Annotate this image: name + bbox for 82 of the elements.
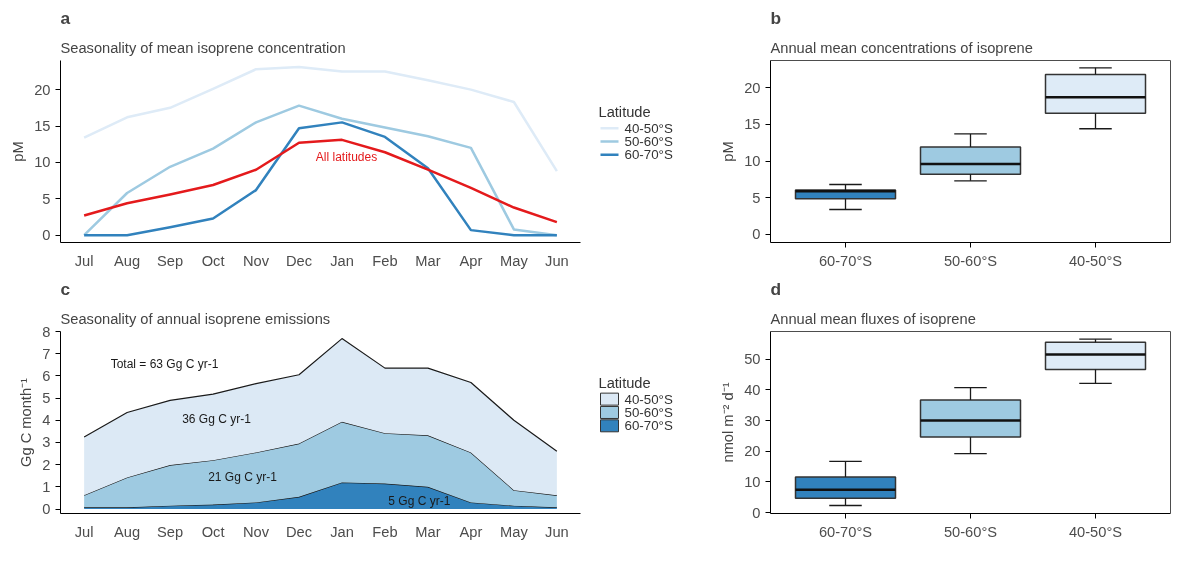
y-tick-label: 0 [42,227,51,244]
y-tick-label: 0 [42,501,51,518]
y-tick-label: 30 [744,412,761,429]
y-tick-label: 5 [42,390,51,407]
x-tick-label: 50-60°S [943,252,998,269]
y-tick-label: 50 [744,351,761,368]
line-series [82,65,559,173]
chart-title: b [770,7,782,28]
chart-subtitle: Annual mean concentrations of isoprene [770,39,1033,56]
y-tick-label: 10 [744,153,761,170]
x-tick-label: Feb [372,252,398,269]
y-tick-label: 4 [42,412,51,429]
y-tick-label: 5 [42,190,51,207]
legend-label: 50-60°S [624,133,673,149]
x-tick-label: Jun [545,252,569,269]
legend-label: 60-70°S [624,418,673,434]
y-axis-title: pM [10,141,27,162]
y-tick-label: 15 [34,118,51,135]
y-axis-title: Gg C month⁻¹ [18,377,35,467]
annotation: 5 Gg C yr-1 [388,493,451,508]
chart-title: c [60,278,71,299]
legend-label: 40-50°S [624,391,673,407]
legend-label: 40-50°S [624,120,673,136]
x-tick-label: Oct [201,252,225,269]
x-tick-label: Apr [459,252,483,269]
chart-title: d [770,278,782,299]
x-tick-label: Mar [415,252,441,269]
line-series [82,138,559,224]
y-tick-label: 40 [744,381,761,398]
chart-subtitle: Annual mean fluxes of isoprene [770,310,976,327]
x-tick-label: Jan [330,523,354,540]
annotation: Total = 63 Gg C yr-1 [110,357,219,372]
legend-title: Latitude [598,375,651,392]
x-tick-label: Dec [285,252,313,269]
chart-subtitle: Seasonality of mean isoprene concentration [60,39,346,56]
y-tick-label: 0 [752,504,761,521]
chart-subtitle: Seasonality of annual isoprene emissions [60,310,331,327]
x-tick-label: Oct [201,523,225,540]
y-tick-label: 20 [34,81,51,98]
y-tick-label: 0 [752,226,761,243]
x-tick-label: Dec [285,523,313,540]
x-tick-label: 40-50°S [1068,523,1123,540]
x-tick-label: Jun [545,523,569,540]
x-tick-label: Mar [415,523,441,540]
x-tick-label: Jul [74,523,94,540]
y-tick-label: 20 [744,79,761,96]
y-tick-label: 5 [752,189,761,206]
y-tick-label: 8 [42,323,51,340]
y-tick-label: 15 [744,116,761,133]
y-axis-title: nmol m⁻² d⁻¹ [720,382,737,463]
y-axis-title: pM [720,141,737,162]
legend-label: 50-60°S [624,404,673,420]
y-tick-label: 2 [42,456,51,473]
x-tick-label: Jan [330,252,354,269]
x-tick-label: 60-70°S [818,523,873,540]
x-tick-label: Aug [114,523,141,540]
y-tick-label: 6 [42,367,51,384]
x-tick-label: 50-60°S [943,523,998,540]
y-tick-label: 7 [42,345,51,362]
x-tick-label: 40-50°S [1068,252,1123,269]
x-tick-label: Feb [372,523,398,540]
x-tick-label: May [500,252,529,269]
x-tick-label: May [500,523,529,540]
annotation: All latitudes [315,149,378,164]
x-tick-label: 60-70°S [818,252,873,269]
chart-title: a [60,7,71,28]
y-tick-label: 20 [744,443,761,460]
legend-title: Latitude [598,104,651,121]
annotation: 36 Gg C yr-1 [182,411,252,426]
x-tick-label: Apr [459,523,483,540]
x-tick-label: Aug [114,252,141,269]
y-tick-label: 3 [42,434,51,451]
x-tick-label: Sep [157,523,184,540]
legend-label: 60-70°S [624,147,673,163]
x-tick-label: Sep [157,252,184,269]
x-tick-label: Nov [243,523,270,540]
y-tick-label: 10 [744,473,761,490]
annotation: 21 Gg C yr-1 [208,470,278,485]
y-tick-label: 10 [34,154,51,171]
y-tick-label: 1 [42,478,51,495]
x-tick-label: Jul [74,252,94,269]
x-tick-label: Nov [243,252,270,269]
